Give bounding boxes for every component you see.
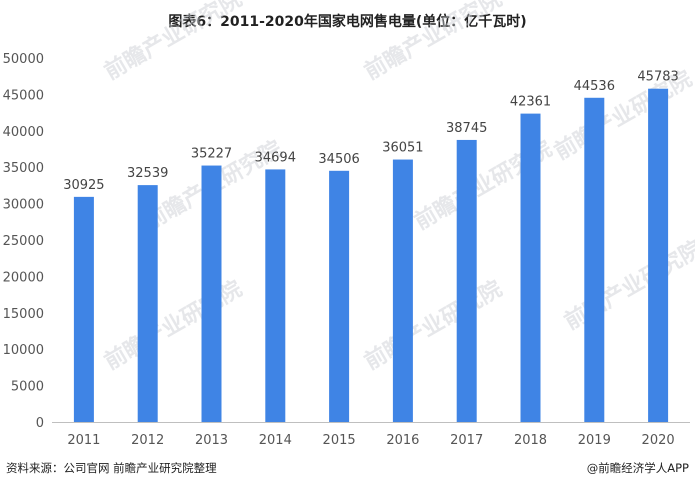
bar-2016 — [392, 159, 413, 423]
bar-2019 — [584, 97, 605, 422]
bar-2011 — [73, 196, 94, 422]
y-tick-label: 20000 — [3, 270, 44, 285]
watermark-text: 前瞻产业研究院 — [100, 276, 246, 376]
credit-note: @前瞻经济学人APP — [586, 461, 689, 475]
data-label-2012: 32539 — [127, 166, 168, 181]
data-labels: 30925 32539 35227 34694 34506 36051 38745 42361… — [63, 70, 679, 193]
watermark-text: 前瞻产业研究院 — [100, 0, 246, 85]
y-tick-label: 0 — [36, 416, 44, 431]
data-label-2019: 44536 — [574, 79, 615, 94]
source-note: 资料来源：公司官网 前瞻产业研究院整理 — [6, 461, 217, 475]
data-label-2017: 38745 — [446, 121, 487, 136]
x-tick-label-2017: 2017 — [450, 433, 483, 448]
y-tick-label: 35000 — [3, 161, 44, 176]
watermark-text: 前瞻产业研究院 — [360, 0, 506, 85]
x-tick-label-2019: 2019 — [578, 433, 611, 448]
watermark-text: 前瞻产业研究院 — [560, 236, 695, 336]
x-tick-label-2016: 2016 — [386, 433, 419, 448]
data-label-2014: 34694 — [255, 150, 296, 165]
y-tick-label: 45000 — [3, 88, 44, 103]
bars — [73, 88, 669, 423]
x-tick-label-2020: 2020 — [642, 433, 675, 448]
y-tick-label: 25000 — [3, 234, 44, 249]
bar-2017 — [456, 139, 477, 422]
y-tick-label: 50000 — [3, 52, 44, 67]
y-tick-label: 10000 — [3, 343, 44, 358]
x-tick-label-2012: 2012 — [131, 433, 164, 448]
x-tick-label-2018: 2018 — [514, 433, 547, 448]
data-label-2015: 34506 — [318, 152, 359, 167]
data-label-2011: 30925 — [63, 178, 104, 193]
y-axis: 0 5000 10000 15000 20000 25000 30000 35000 40000… — [3, 52, 44, 431]
x-tick-label-2011: 2011 — [67, 433, 100, 448]
bar-2020 — [648, 88, 669, 422]
y-tick-label: 15000 — [3, 307, 44, 322]
x-tick-label-2014: 2014 — [259, 433, 292, 448]
x-tick-label-2013: 2013 — [195, 433, 228, 448]
y-tick-label: 30000 — [3, 198, 44, 213]
x-axis: 2011 2012 2013 2014 2015 2016 2017 2018 2019 2020 — [52, 422, 690, 448]
x-tick-label-2015: 2015 — [323, 433, 356, 448]
y-tick-label: 5000 — [11, 380, 44, 395]
watermark-text: 前瞻产业研究院 — [360, 276, 506, 376]
bar-2012 — [137, 185, 158, 422]
bar-2014 — [265, 169, 286, 422]
bar-2013 — [201, 165, 222, 423]
bar-2015 — [329, 170, 350, 422]
data-label-2016: 36051 — [382, 141, 423, 156]
chart-title: 图表6：2011-2020年国家电网售电量(单位：亿千瓦时) — [168, 14, 527, 30]
data-label-2013: 35227 — [191, 147, 232, 162]
bar-2018 — [520, 113, 541, 422]
y-tick-label: 40000 — [3, 125, 44, 140]
data-label-2020: 45783 — [637, 70, 678, 85]
data-label-2018: 42361 — [510, 95, 551, 110]
